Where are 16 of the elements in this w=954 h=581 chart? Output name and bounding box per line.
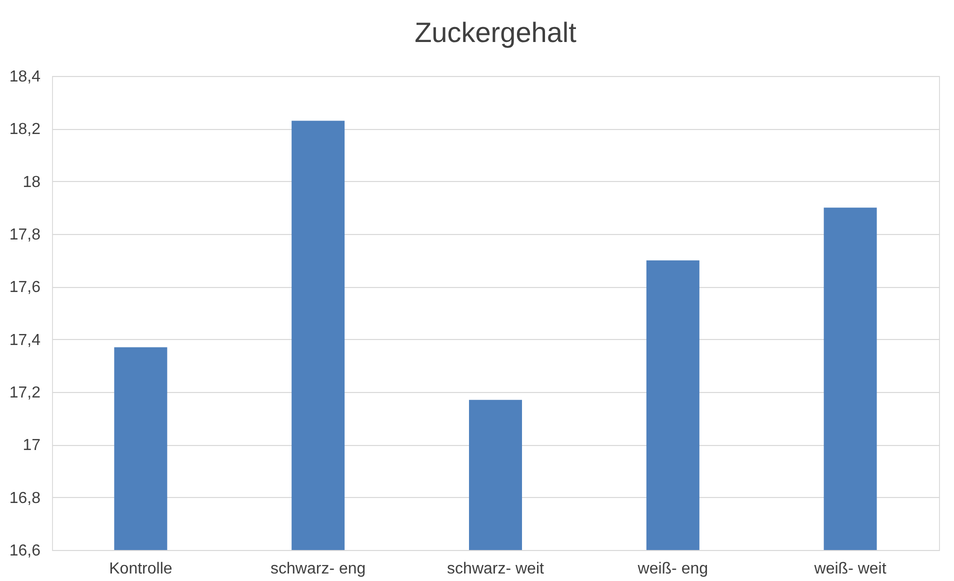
- y-tick-label: 17,2: [9, 384, 41, 402]
- y-tick-label: 17: [22, 437, 41, 454]
- y-tick-label: 18,4: [9, 68, 41, 86]
- x-tick-label: Kontrolle: [109, 560, 172, 578]
- y-tick-label: 17,6: [9, 279, 41, 296]
- x-tick-label: weiß- weit: [813, 560, 887, 578]
- y-tick-label: 17,4: [9, 332, 41, 349]
- y-tick-label: 16,8: [9, 490, 41, 507]
- y-tick-label: 18,2: [9, 121, 41, 138]
- y-tick-label: 17,8: [9, 226, 41, 244]
- y-tick-label: 16,6: [9, 542, 41, 560]
- chart-title: Zuckergehalt: [414, 17, 577, 48]
- x-tick-label: weiß- eng: [636, 560, 708, 578]
- y-tick-label: 18: [22, 174, 41, 191]
- x-tick-label: schwarz- eng: [270, 560, 366, 578]
- x-tick-label: schwarz- weit: [447, 560, 545, 578]
